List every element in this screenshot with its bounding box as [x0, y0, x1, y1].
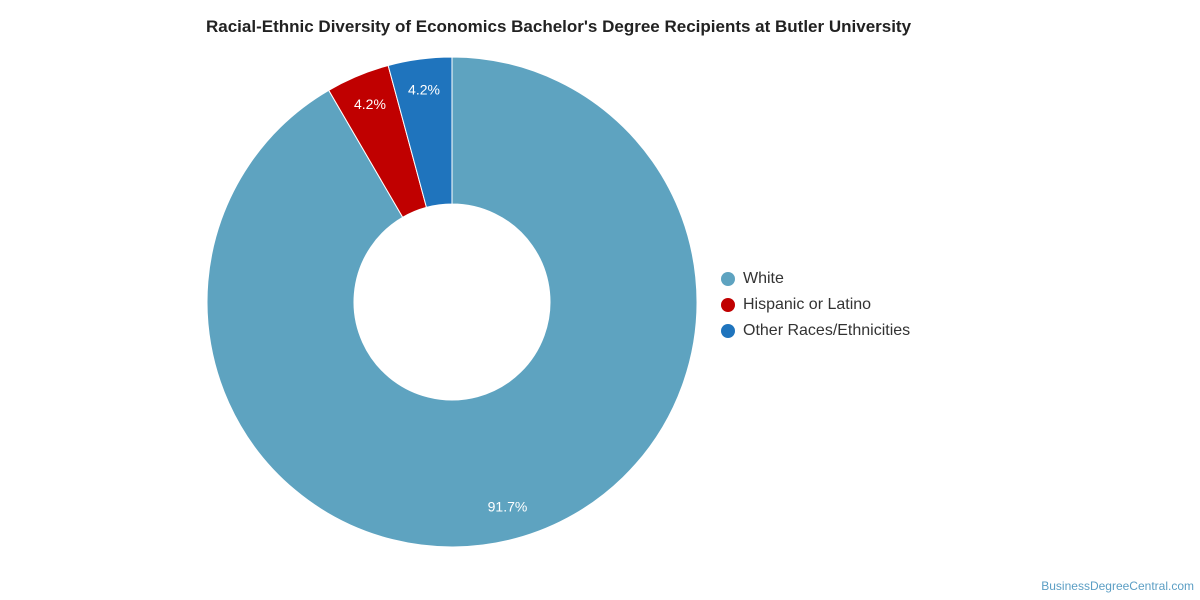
legend-swatch: [721, 272, 735, 286]
legend-label: Other Races/Ethnicities: [743, 322, 911, 339]
watermark: BusinessDegreeCentral.com: [1041, 579, 1194, 593]
slice-label-other-races-ethnicities: 4.2%: [408, 82, 440, 98]
chart-title: Racial-Ethnic Diversity of Economics Bac…: [206, 17, 912, 36]
legend-swatch: [721, 324, 735, 338]
chart-legend: White Hispanic or Latino Other Races/Ethni…: [721, 266, 910, 344]
slice-label-white: 91.7%: [488, 498, 528, 514]
slice-label-hispanic-or-latino: 4.2%: [354, 96, 386, 112]
legend-label: Hispanic or Latino: [743, 296, 872, 313]
slice-white: [206, 56, 698, 548]
legend-item-white[interactable]: White: [721, 266, 910, 292]
legend-swatch: [721, 298, 735, 312]
legend-item-hispanic-or-latino[interactable]: Hispanic or Latino: [721, 292, 910, 318]
legend-item-other-races-ethnicities[interactable]: Other Races/Ethnicities: [721, 318, 910, 344]
slice-other-races-ethnicities: [387, 56, 453, 208]
legend-label: White: [743, 270, 784, 287]
